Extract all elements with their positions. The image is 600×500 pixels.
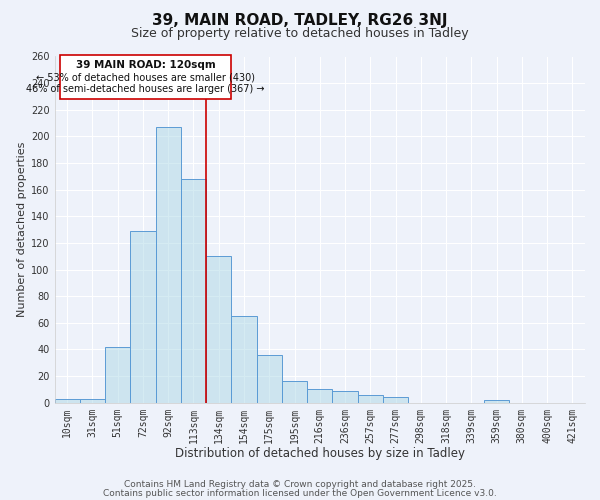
Text: Size of property relative to detached houses in Tadley: Size of property relative to detached ho… <box>131 28 469 40</box>
Bar <box>307 390 332 402</box>
Text: ← 53% of detached houses are smaller (430): ← 53% of detached houses are smaller (43… <box>36 72 255 82</box>
Text: 39, MAIN ROAD, TADLEY, RG26 3NJ: 39, MAIN ROAD, TADLEY, RG26 3NJ <box>152 12 448 28</box>
Bar <box>282 382 307 402</box>
Bar <box>105 347 130 403</box>
Text: Contains HM Land Registry data © Crown copyright and database right 2025.: Contains HM Land Registry data © Crown c… <box>124 480 476 489</box>
Y-axis label: Number of detached properties: Number of detached properties <box>17 142 27 318</box>
Bar <box>155 127 181 402</box>
Bar <box>80 398 105 402</box>
Bar <box>257 355 282 403</box>
Bar <box>55 398 80 402</box>
FancyBboxPatch shape <box>59 55 232 99</box>
Bar <box>484 400 509 402</box>
Bar <box>383 398 408 402</box>
Bar <box>358 394 383 402</box>
Bar <box>332 390 358 402</box>
Bar <box>181 179 206 402</box>
Text: 39 MAIN ROAD: 120sqm: 39 MAIN ROAD: 120sqm <box>76 60 215 70</box>
Bar <box>232 316 257 402</box>
Bar <box>130 231 155 402</box>
Text: Contains public sector information licensed under the Open Government Licence v3: Contains public sector information licen… <box>103 488 497 498</box>
Text: 46% of semi-detached houses are larger (367) →: 46% of semi-detached houses are larger (… <box>26 84 265 94</box>
Bar <box>206 256 232 402</box>
X-axis label: Distribution of detached houses by size in Tadley: Distribution of detached houses by size … <box>175 447 465 460</box>
